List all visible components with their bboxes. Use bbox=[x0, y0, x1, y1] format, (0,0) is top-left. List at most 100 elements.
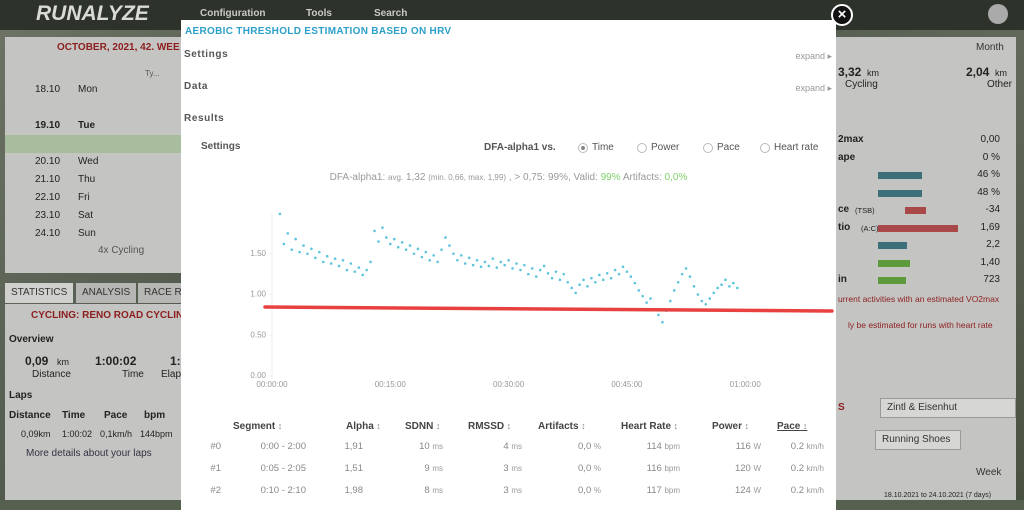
table-cell: 3 ms bbox=[503, 484, 522, 498]
data-point bbox=[578, 283, 581, 287]
close-button[interactable]: × bbox=[831, 4, 853, 26]
radio-button[interactable] bbox=[760, 143, 770, 153]
x-tick-label: 00:00:00 bbox=[256, 380, 288, 389]
total-value: 2,04 bbox=[966, 65, 990, 79]
day-date: 19.10 bbox=[35, 120, 61, 131]
radio-button[interactable] bbox=[637, 143, 647, 153]
summary-part: avg. bbox=[388, 173, 404, 182]
nav-item[interactable]: Search bbox=[374, 8, 408, 19]
day-name: Thu bbox=[78, 174, 96, 185]
day-name: Sat bbox=[78, 210, 94, 221]
avatar[interactable] bbox=[988, 4, 1008, 24]
y-tick-label: 0.00 bbox=[250, 371, 266, 380]
metric-label: ce bbox=[838, 204, 850, 215]
cell-unit: bpm bbox=[664, 464, 680, 473]
expand-link[interactable]: expand bbox=[795, 49, 832, 63]
table-cell: 0.2 km/h bbox=[791, 462, 824, 476]
column-header[interactable]: Pace bbox=[777, 419, 807, 434]
column-header[interactable]: Segment bbox=[233, 419, 282, 434]
radio-button[interactable] bbox=[703, 143, 713, 153]
note: ly be estimated for runs with heart rate bbox=[848, 320, 993, 330]
cell-value: 3 bbox=[503, 463, 509, 474]
settings-link[interactable]: Settings bbox=[201, 141, 241, 152]
cell-value: #1 bbox=[210, 463, 221, 474]
section-label: S bbox=[838, 402, 845, 413]
data-point bbox=[432, 254, 435, 257]
data-point bbox=[353, 270, 357, 273]
cell-unit: ms bbox=[432, 464, 443, 473]
table-cell: 10 ms bbox=[419, 440, 443, 454]
cell-unit: ms bbox=[511, 486, 522, 495]
metric-value: 48 % bbox=[977, 186, 1000, 198]
radio-button[interactable] bbox=[578, 143, 588, 153]
radio-label: Heart rate bbox=[774, 142, 819, 153]
y-tick-label: 0.50 bbox=[250, 330, 266, 339]
data-point bbox=[613, 268, 617, 272]
data-point bbox=[302, 244, 305, 247]
data-point bbox=[365, 268, 368, 272]
tab[interactable]: RACE RE bbox=[138, 283, 195, 303]
week-select[interactable]: Week bbox=[976, 467, 1002, 478]
data-point bbox=[519, 268, 522, 272]
data-point bbox=[586, 285, 589, 288]
lap-cell: 0,1km/h bbox=[100, 429, 133, 439]
x-tick-label: 00:30:00 bbox=[493, 380, 525, 389]
section-title[interactable]: Settings bbox=[184, 49, 229, 60]
tab[interactable]: STATISTICS bbox=[5, 283, 74, 303]
column-header[interactable]: Heart Rate bbox=[621, 419, 678, 434]
cell-value: 0,0 bbox=[578, 441, 592, 452]
column-header[interactable]: SDNN bbox=[405, 419, 440, 434]
column-header[interactable]: RMSSD bbox=[468, 419, 511, 434]
logo: RUNALYZE bbox=[36, 2, 149, 25]
cell-value: 0,0 bbox=[578, 485, 592, 496]
cell-value: 0:00 - 2:00 bbox=[260, 441, 306, 452]
metric-value: -34 bbox=[985, 204, 1000, 215]
metric-value: 1,40 bbox=[980, 256, 1000, 268]
section-title[interactable]: Data bbox=[184, 81, 209, 92]
tab[interactable]: ANALYSIS bbox=[76, 283, 137, 303]
nav-item[interactable]: Tools bbox=[306, 8, 332, 19]
data-point bbox=[440, 248, 443, 251]
activity-title: CYCLING: RENO ROAD CYCLIN bbox=[31, 310, 184, 321]
modal-title: AEROBIC THRESHOLD ESTIMATION BASED ON HR… bbox=[185, 26, 452, 37]
day-date: 24.10 bbox=[35, 228, 61, 239]
x-tick-label: 00:15:00 bbox=[375, 380, 407, 389]
stat-unit: km bbox=[57, 357, 69, 367]
summary-line: DFA-alpha1: avg. 1,32 (min. 0,66, max. 1… bbox=[181, 171, 836, 185]
data-point bbox=[294, 237, 297, 241]
expand-link[interactable]: expand bbox=[795, 81, 832, 95]
table-cell: 1,98 bbox=[345, 484, 364, 498]
column-header[interactable]: Alpha bbox=[346, 419, 381, 434]
data-point bbox=[314, 256, 317, 260]
cell-unit: km/h bbox=[806, 486, 824, 495]
data-point bbox=[310, 247, 313, 251]
period-select[interactable]: Month bbox=[976, 42, 1004, 53]
data-point bbox=[546, 272, 550, 275]
data-point bbox=[668, 299, 672, 303]
stat-label: Time bbox=[122, 369, 144, 380]
metric-bar bbox=[878, 277, 906, 284]
nav-item[interactable]: Configuration bbox=[200, 8, 266, 19]
table-cell: 9 ms bbox=[424, 462, 443, 476]
equipment-select[interactable]: Running Shoes bbox=[875, 430, 961, 450]
data-point bbox=[692, 285, 696, 288]
model-select[interactable]: Zintl & Eisenhut bbox=[880, 398, 1016, 418]
data-point bbox=[377, 240, 380, 243]
laps-link[interactable]: More details about your laps bbox=[26, 448, 152, 459]
summary-part: 0,0% bbox=[664, 172, 688, 183]
data-point bbox=[448, 244, 451, 247]
cell-unit: ms bbox=[432, 442, 443, 451]
day-date: 20.10 bbox=[35, 156, 61, 167]
table-cell: 1,91 bbox=[345, 440, 364, 454]
data-point bbox=[566, 280, 570, 284]
column-header[interactable]: Artifacts bbox=[538, 419, 586, 434]
data-point bbox=[641, 294, 644, 298]
column-header[interactable]: Power bbox=[712, 419, 749, 434]
data-point bbox=[637, 289, 641, 292]
cell-unit: ms bbox=[511, 464, 522, 473]
data-point bbox=[298, 250, 301, 254]
data-point bbox=[471, 263, 475, 267]
data-point bbox=[728, 285, 731, 288]
day-date: 23.10 bbox=[35, 210, 61, 221]
